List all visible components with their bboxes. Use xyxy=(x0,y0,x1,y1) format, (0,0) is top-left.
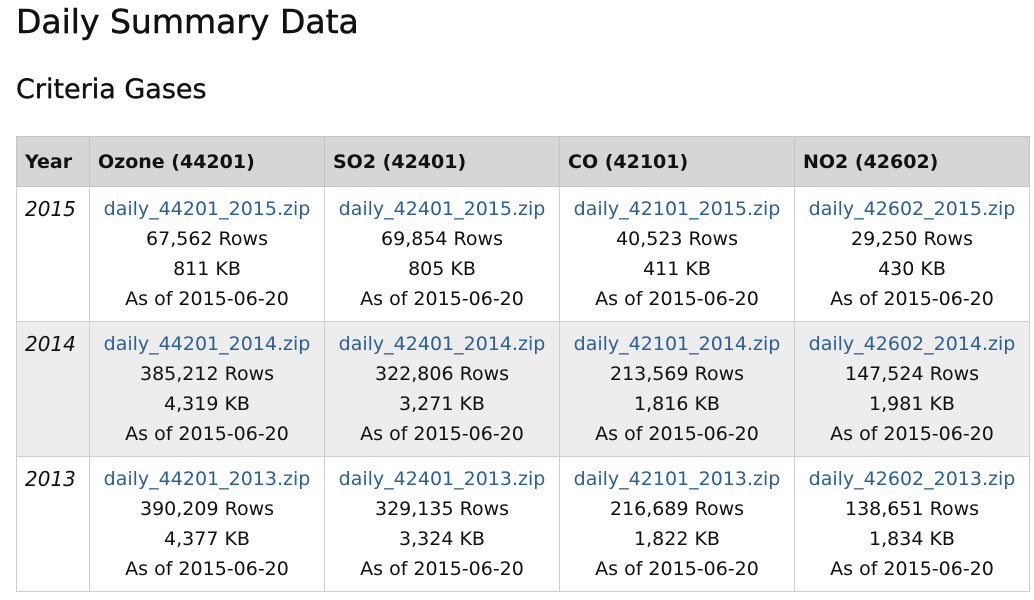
data-cell: daily_42101_2014.zip 213,569 Rows 1,816 … xyxy=(559,321,795,457)
file-link[interactable]: daily_44201_2013.zip xyxy=(103,468,311,490)
file-size: 3,271 KB xyxy=(399,393,485,415)
file-link[interactable]: daily_42401_2015.zip xyxy=(338,198,546,220)
file-size: 3,324 KB xyxy=(399,528,485,550)
year-cell: 2014 xyxy=(16,321,90,457)
row-count: 322,806 Rows xyxy=(374,363,510,385)
row-count: 40,523 Rows xyxy=(616,228,738,250)
data-cell: daily_44201_2014.zip 385,212 Rows 4,319 … xyxy=(89,321,325,457)
page-title: Daily Summary Data xyxy=(16,2,359,42)
as-of-date: As of 2015-06-20 xyxy=(595,558,759,580)
as-of-date: As of 2015-06-20 xyxy=(360,558,524,580)
data-cell: daily_42602_2015.zip 29,250 Rows 430 KB … xyxy=(794,186,1030,322)
file-link[interactable]: daily_42602_2015.zip xyxy=(808,198,1016,220)
data-cell: daily_44201_2013.zip 390,209 Rows 4,377 … xyxy=(89,456,325,592)
data-cell: daily_42401_2014.zip 322,806 Rows 3,271 … xyxy=(324,321,560,457)
as-of-date: As of 2015-06-20 xyxy=(360,288,524,310)
header-ozone: Ozone (44201) xyxy=(89,136,325,187)
file-link[interactable]: daily_42101_2013.zip xyxy=(573,468,781,490)
file-link[interactable]: daily_42101_2014.zip xyxy=(573,333,781,355)
file-size: 1,981 KB xyxy=(869,393,955,415)
file-link[interactable]: daily_44201_2015.zip xyxy=(103,198,311,220)
as-of-date: As of 2015-06-20 xyxy=(830,423,994,445)
table-row: 2014 daily_44201_2014.zip 385,212 Rows 4… xyxy=(16,321,1030,457)
data-cell: daily_42101_2013.zip 216,689 Rows 1,822 … xyxy=(559,456,795,592)
as-of-date: As of 2015-06-20 xyxy=(830,288,994,310)
file-size: 811 KB xyxy=(173,258,241,280)
file-size: 4,319 KB xyxy=(164,393,250,415)
header-so2: SO2 (42401) xyxy=(324,136,560,187)
data-cell: daily_44201_2015.zip 67,562 Rows 811 KB … xyxy=(89,186,325,322)
data-cell: daily_42401_2013.zip 329,135 Rows 3,324 … xyxy=(324,456,560,592)
row-count: 69,854 Rows xyxy=(381,228,503,250)
file-link[interactable]: daily_44201_2014.zip xyxy=(103,333,311,355)
row-count: 147,524 Rows xyxy=(844,363,980,385)
as-of-date: As of 2015-06-20 xyxy=(830,558,994,580)
file-link[interactable]: daily_42401_2014.zip xyxy=(338,333,546,355)
data-cell: daily_42401_2015.zip 69,854 Rows 805 KB … xyxy=(324,186,560,322)
as-of-date: As of 2015-06-20 xyxy=(595,423,759,445)
data-cell: daily_42602_2014.zip 147,524 Rows 1,981 … xyxy=(794,321,1030,457)
as-of-date: As of 2015-06-20 xyxy=(595,288,759,310)
table-row: 2013 daily_44201_2013.zip 390,209 Rows 4… xyxy=(16,456,1030,592)
file-size: 1,834 KB xyxy=(869,528,955,550)
year-cell: 2013 xyxy=(16,456,90,592)
file-size: 805 KB xyxy=(408,258,476,280)
row-count: 329,135 Rows xyxy=(374,498,510,520)
file-size: 411 KB xyxy=(643,258,711,280)
table-header-row: Year Ozone (44201) SO2 (42401) CO (42101… xyxy=(16,136,1030,187)
row-count: 67,562 Rows xyxy=(146,228,268,250)
row-count: 138,651 Rows xyxy=(844,498,980,520)
file-link[interactable]: daily_42101_2015.zip xyxy=(573,198,781,220)
data-cell: daily_42101_2015.zip 40,523 Rows 411 KB … xyxy=(559,186,795,322)
row-count: 213,569 Rows xyxy=(609,363,745,385)
as-of-date: As of 2015-06-20 xyxy=(125,423,289,445)
row-count: 29,250 Rows xyxy=(851,228,973,250)
file-link[interactable]: daily_42602_2013.zip xyxy=(808,468,1016,490)
file-link[interactable]: daily_42602_2014.zip xyxy=(808,333,1016,355)
header-no2: NO2 (42602) xyxy=(794,136,1030,187)
file-size: 1,816 KB xyxy=(634,393,720,415)
as-of-date: As of 2015-06-20 xyxy=(360,423,524,445)
file-size: 430 KB xyxy=(878,258,946,280)
file-size: 4,377 KB xyxy=(164,528,250,550)
row-count: 216,689 Rows xyxy=(609,498,745,520)
as-of-date: As of 2015-06-20 xyxy=(125,558,289,580)
as-of-date: As of 2015-06-20 xyxy=(125,288,289,310)
year-cell: 2015 xyxy=(16,186,90,322)
file-link[interactable]: daily_42401_2013.zip xyxy=(338,468,546,490)
header-year: Year xyxy=(16,136,90,187)
file-size: 1,822 KB xyxy=(634,528,720,550)
row-count: 390,209 Rows xyxy=(139,498,275,520)
row-count: 385,212 Rows xyxy=(139,363,275,385)
table-row: 2015 daily_44201_2015.zip 67,562 Rows 81… xyxy=(16,186,1030,322)
data-cell: daily_42602_2013.zip 138,651 Rows 1,834 … xyxy=(794,456,1030,592)
daily-summary-table: Year Ozone (44201) SO2 (42401) CO (42101… xyxy=(16,136,1030,592)
section-title: Criteria Gases xyxy=(16,74,207,105)
header-co: CO (42101) xyxy=(559,136,795,187)
